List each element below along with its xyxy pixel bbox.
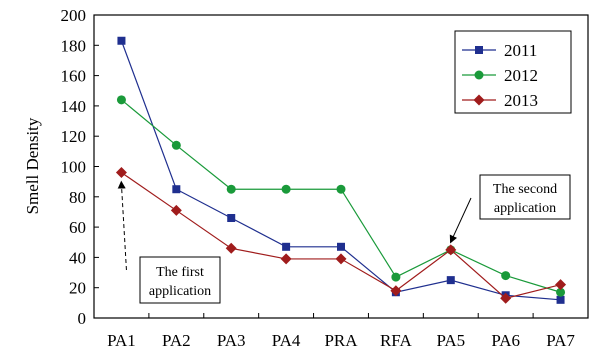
data-point-2011 bbox=[227, 214, 236, 223]
x-tick-label: PA7 bbox=[546, 331, 575, 350]
data-point-2011 bbox=[282, 242, 291, 251]
legend-marker-2013 bbox=[473, 94, 485, 106]
data-point-2013 bbox=[390, 285, 402, 297]
x-tick-label: PA6 bbox=[491, 331, 520, 350]
legend-item-2011: 2011 bbox=[462, 41, 537, 60]
data-point-2013 bbox=[445, 244, 457, 256]
data-point-2012 bbox=[336, 184, 346, 194]
x-tick-label: PA2 bbox=[162, 331, 191, 350]
data-point-2013 bbox=[555, 279, 567, 291]
annotation-second-line1: The second bbox=[493, 182, 557, 197]
series-layer bbox=[115, 36, 567, 304]
y-tick-label: 140 bbox=[61, 97, 87, 116]
data-point-2013 bbox=[225, 242, 237, 254]
annotation-first-application: The first application bbox=[117, 180, 221, 304]
data-point-2011 bbox=[117, 36, 126, 45]
y-tick-label: 180 bbox=[61, 36, 87, 55]
legend-label-2013: 2013 bbox=[504, 91, 538, 110]
data-point-2012 bbox=[501, 271, 511, 281]
data-point-2012 bbox=[116, 95, 126, 105]
data-point-2011 bbox=[337, 242, 345, 251]
y-tick-label: 60 bbox=[69, 218, 86, 237]
x-axis: PA1 PA2 PA3 PA4 PRA RFA PA5 PA6 PA7 bbox=[93, 313, 589, 350]
series-2013 bbox=[115, 167, 567, 304]
data-point-2012 bbox=[171, 140, 181, 150]
x-tick-label: PA5 bbox=[436, 331, 465, 350]
y-tick-label: 160 bbox=[61, 67, 87, 86]
y-tick-label: 80 bbox=[69, 188, 86, 207]
data-point-2013 bbox=[500, 292, 512, 304]
legend-marker-2011 bbox=[475, 46, 483, 54]
annotation-second-box bbox=[479, 174, 571, 220]
y-tick-label: 120 bbox=[61, 127, 87, 146]
legend-marker-2012 bbox=[474, 70, 484, 80]
y-axis-title: Smell Density bbox=[23, 117, 42, 214]
annotation-first-arrow bbox=[117, 180, 127, 271]
y-tick-label: 20 bbox=[69, 279, 86, 298]
y-tick-label: 100 bbox=[61, 158, 87, 177]
legend-label-2011: 2011 bbox=[504, 41, 537, 60]
data-point-2013 bbox=[170, 204, 182, 216]
data-point-2013 bbox=[115, 167, 127, 179]
data-point-2012 bbox=[281, 184, 291, 194]
x-tick-label: PA3 bbox=[217, 331, 246, 350]
legend: 2011 2012 2013 bbox=[454, 30, 572, 114]
x-tick-label: PA4 bbox=[272, 331, 301, 350]
legend-item-2012: 2012 bbox=[462, 66, 538, 85]
data-point-2012 bbox=[556, 287, 566, 297]
y-tick-label: 0 bbox=[78, 309, 87, 328]
data-point-2013 bbox=[335, 253, 347, 265]
data-point-2012 bbox=[391, 272, 401, 282]
y-tick-label: 200 bbox=[61, 6, 87, 25]
series-2012 bbox=[116, 95, 566, 297]
x-tick-label: PA1 bbox=[107, 331, 136, 350]
legend-label-2012: 2012 bbox=[504, 66, 538, 85]
x-tick-label: RFA bbox=[380, 331, 413, 350]
data-point-2012 bbox=[226, 184, 236, 194]
data-point-2013 bbox=[280, 253, 292, 265]
data-point-2011 bbox=[556, 295, 565, 304]
y-tick-label: 40 bbox=[69, 248, 86, 267]
y-axis: 0 20 40 60 80 100 120 140 160 180 200 bbox=[61, 6, 99, 328]
annotation-second-arrow bbox=[449, 197, 472, 244]
data-point-2011 bbox=[446, 276, 455, 285]
annotation-first-line2: application bbox=[149, 284, 211, 299]
data-point-2011 bbox=[172, 185, 181, 194]
legend-item-2013: 2013 bbox=[462, 91, 538, 110]
annotation-first-line1: The first bbox=[156, 265, 204, 280]
annotation-first-box bbox=[139, 256, 221, 304]
x-tick-label: PRA bbox=[324, 331, 358, 350]
annotation-second-line2: application bbox=[494, 201, 556, 216]
annotation-second-application: The second application bbox=[449, 174, 571, 244]
